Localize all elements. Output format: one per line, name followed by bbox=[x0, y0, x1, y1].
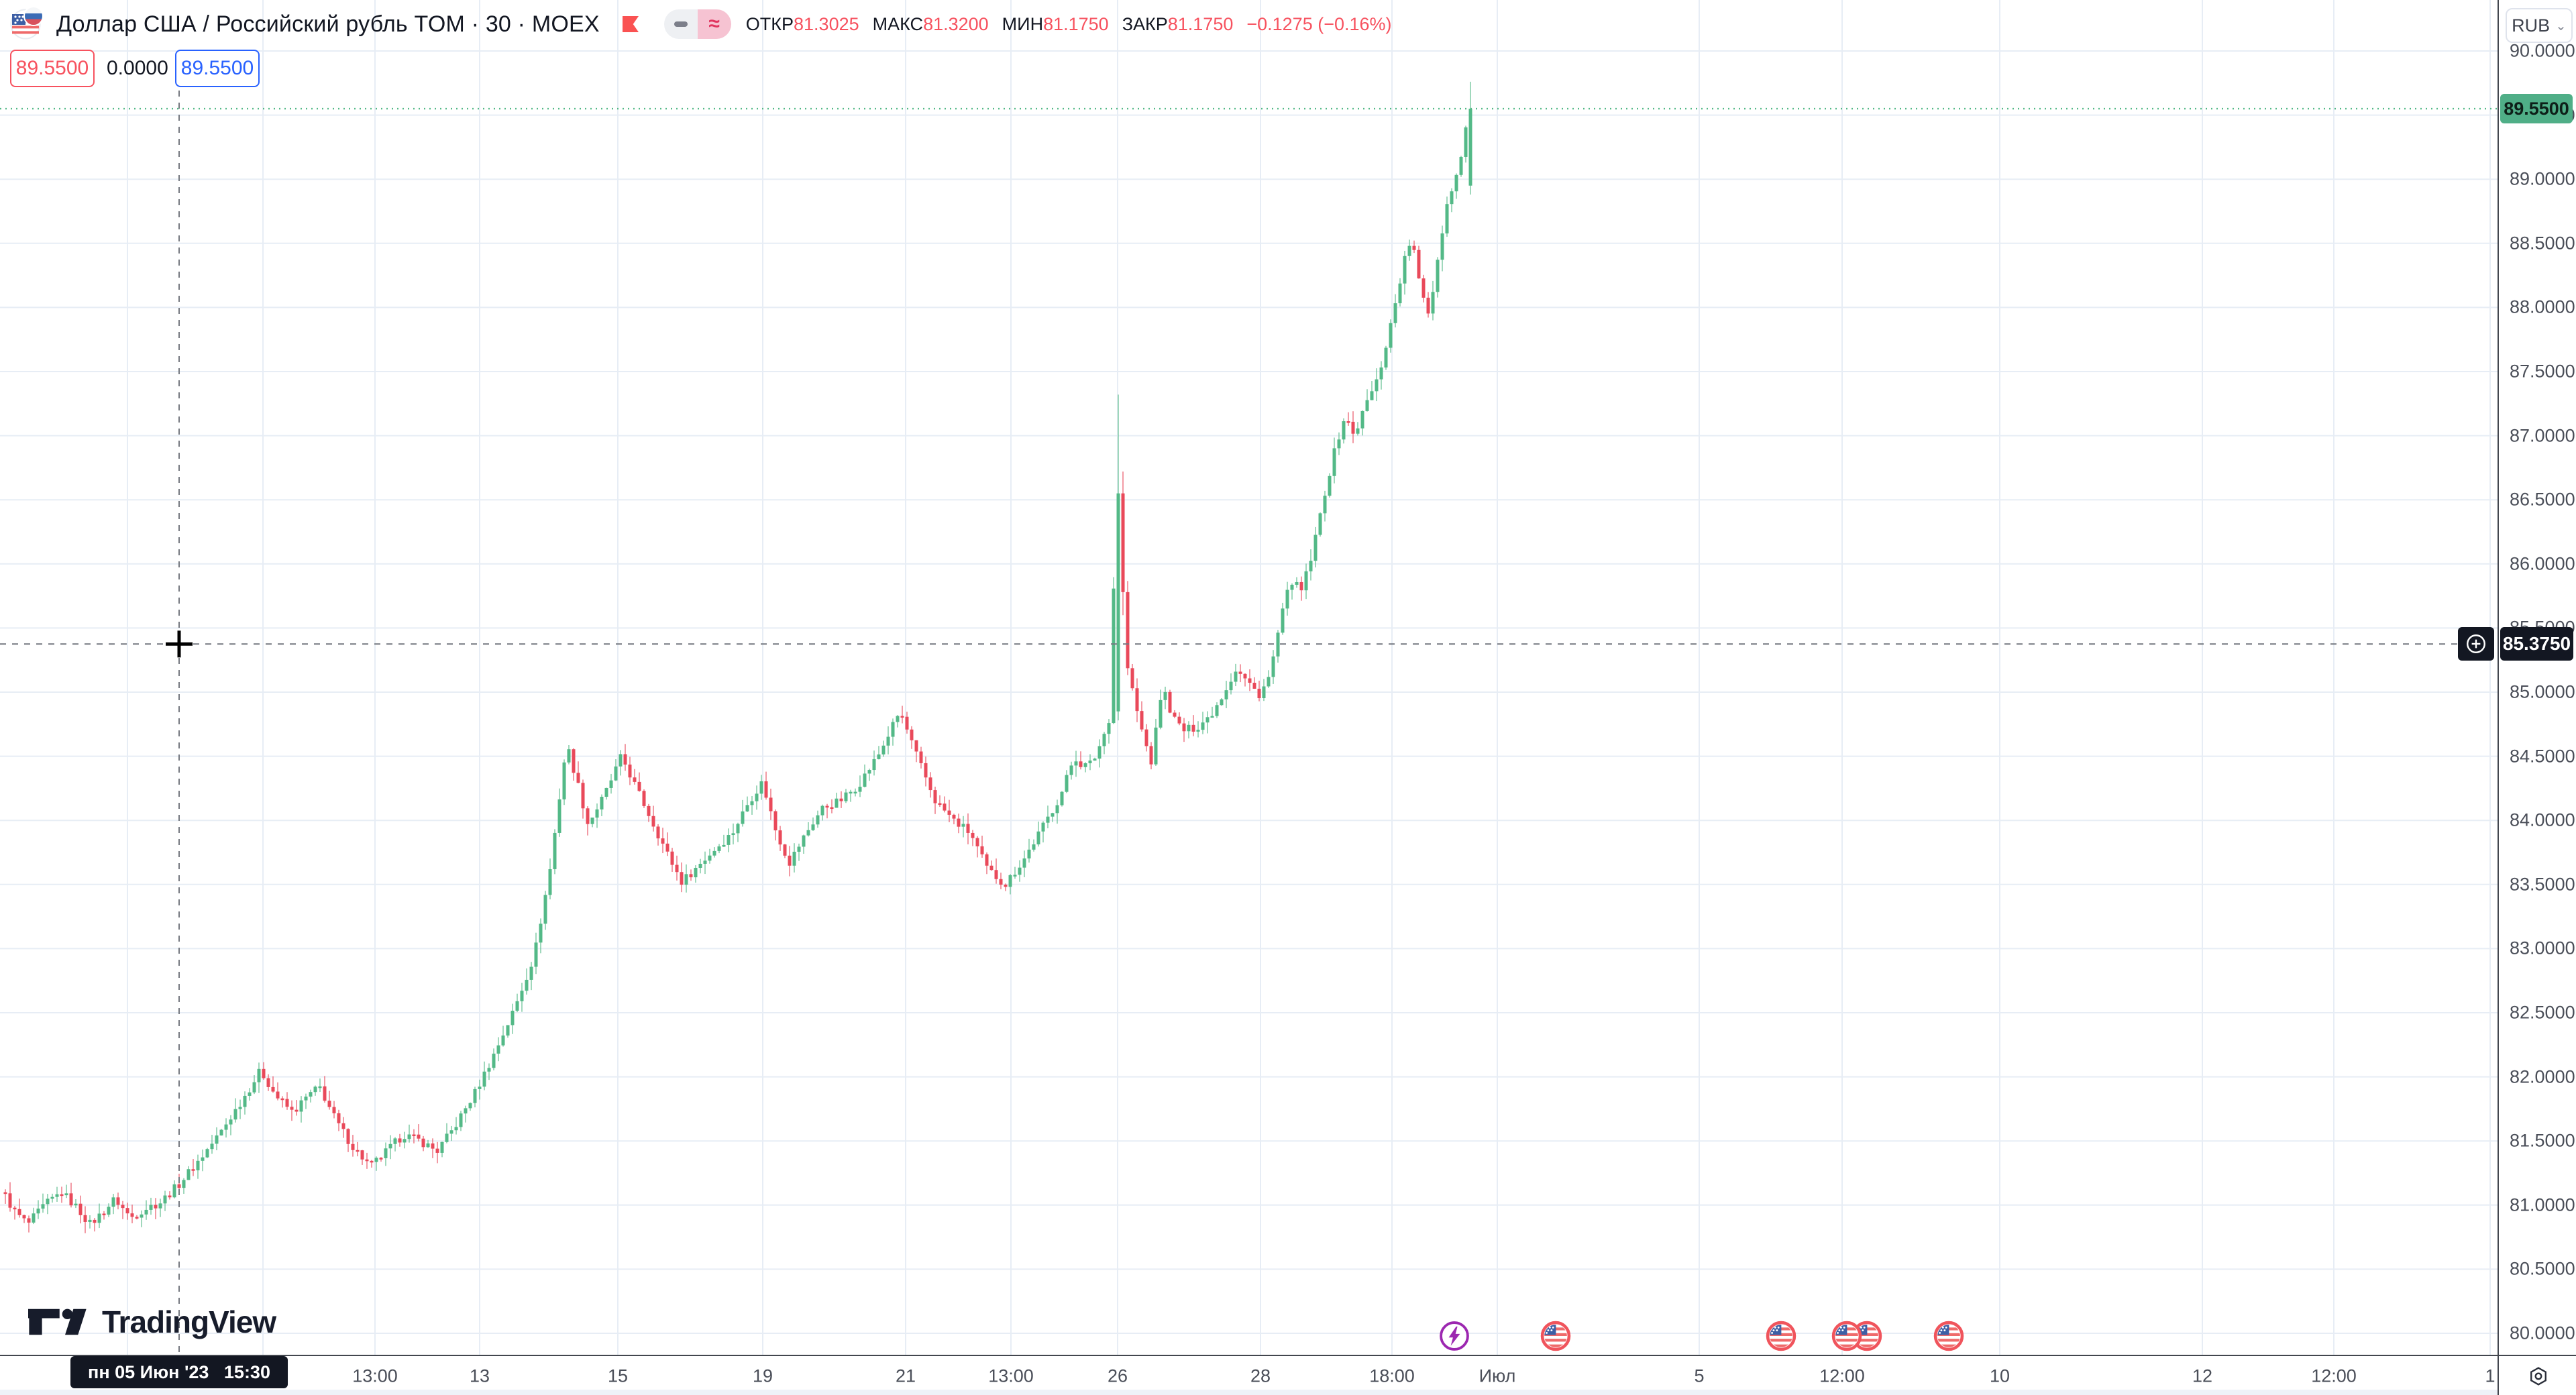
price-axis-label: 80.0000 bbox=[2510, 1323, 2575, 1343]
price-axis-label: 82.0000 bbox=[2510, 1066, 2575, 1087]
axis-settings-button[interactable] bbox=[2498, 1355, 2576, 1395]
price-axis[interactable]: RUB ⌄ 90.000089.500089.000088.500088.000… bbox=[2498, 0, 2576, 1355]
crosshair-time-label: пн 05 Июн '23 15:30 bbox=[70, 1356, 288, 1388]
us-flag-event-icon[interactable] bbox=[1933, 1321, 1964, 1351]
price-axis-label: 90.0000 bbox=[2510, 40, 2575, 61]
time-axis-label: 26 bbox=[1107, 1365, 1128, 1386]
close-label: ЗАКР bbox=[1122, 13, 1168, 34]
close-value: 81.1750 bbox=[1167, 13, 1234, 34]
usd-rub-flag-icon bbox=[9, 6, 44, 40]
russia-flag-icon bbox=[23, 6, 44, 26]
time-axis-label: 13:00 bbox=[352, 1365, 398, 1386]
chart-canvas[interactable] bbox=[0, 0, 2498, 1355]
change-value: −0.1275 (−0.16%) bbox=[1246, 13, 1392, 34]
high-value: 81.3200 bbox=[923, 13, 989, 34]
watermark-text: TradingView bbox=[102, 1304, 276, 1339]
low-value: 81.1750 bbox=[1043, 13, 1109, 34]
high-label: МАКС bbox=[872, 13, 924, 34]
time-axis-label: 28 bbox=[1250, 1365, 1271, 1386]
price-axis-label: 89.0000 bbox=[2510, 168, 2575, 189]
lightning-event-icon[interactable] bbox=[1439, 1321, 1470, 1351]
price-axis-label: 86.0000 bbox=[2510, 553, 2575, 574]
us-flag-event-icon[interactable] bbox=[1766, 1321, 1796, 1351]
buy-button[interactable]: 89.5500 bbox=[175, 50, 260, 87]
time-axis[interactable]: 713:001315192113:00262818:00Июл512:00101… bbox=[0, 1355, 2576, 1395]
price-axis-label: 80.5000 bbox=[2510, 1258, 2575, 1279]
ohlc-legend: ОТКР81.3025 МАКС81.3200 МИН81.1750 ЗАКР8… bbox=[746, 14, 1392, 35]
time-axis-label: 12 bbox=[2192, 1365, 2213, 1386]
open-value: 81.3025 bbox=[794, 13, 859, 34]
gear-icon bbox=[2530, 1367, 2546, 1386]
price-axis-label: 84.5000 bbox=[2510, 746, 2575, 767]
price-axis-label: 83.0000 bbox=[2510, 938, 2575, 958]
price-axis-label: 86.5000 bbox=[2510, 489, 2575, 510]
ohlc-low: МИН81.1750 bbox=[1002, 14, 1109, 35]
price-axis-label: 87.0000 bbox=[2510, 425, 2575, 446]
us-flag-double-event-icon[interactable] bbox=[1831, 1321, 1884, 1351]
ohlc-close: ЗАКР81.1750 bbox=[1122, 14, 1234, 35]
quote-row: 89.5500 0.0000 89.5500 bbox=[10, 50, 260, 87]
minimize-toggle-icon[interactable] bbox=[663, 9, 698, 39]
time-axis-label: 10 bbox=[1989, 1365, 2010, 1386]
symbol-title[interactable]: Доллар США / Российский рубль TOM · 30 ·… bbox=[56, 11, 600, 37]
time-axis-label: 19 bbox=[752, 1365, 773, 1386]
time-axis-label: 5 bbox=[1694, 1365, 1705, 1386]
time-axis-label: 1 bbox=[2485, 1365, 2496, 1386]
red-flag-marker-icon[interactable] bbox=[619, 12, 643, 36]
crosshair-price-label: 85.3750 bbox=[2500, 627, 2573, 661]
time-axis-label: 15 bbox=[607, 1365, 629, 1386]
sell-button[interactable]: 89.5500 bbox=[10, 50, 95, 87]
price-axis-label: 87.5000 bbox=[2510, 361, 2575, 382]
price-axis-label: 84.0000 bbox=[2510, 810, 2575, 830]
open-label: ОТКР bbox=[745, 13, 794, 34]
price-axis-label: 88.5000 bbox=[2510, 233, 2575, 254]
price-axis-label: 85.0000 bbox=[2510, 681, 2575, 702]
price-axis-label: 82.5000 bbox=[2510, 1002, 2575, 1023]
time-axis-label: 18:00 bbox=[1369, 1365, 1415, 1386]
price-axis-label: 81.0000 bbox=[2510, 1194, 2575, 1215]
waves-toggle-icon[interactable]: ≈ bbox=[697, 9, 731, 39]
time-axis-label: 12:00 bbox=[2311, 1365, 2357, 1386]
us-flag-event-icon[interactable] bbox=[1540, 1321, 1571, 1351]
bottom-strip bbox=[0, 1390, 2576, 1395]
tradingview-watermark[interactable]: TradingView bbox=[24, 1304, 276, 1340]
time-axis-label: 13:00 bbox=[988, 1365, 1034, 1386]
spread-value: 0.0000 bbox=[107, 57, 168, 79]
time-axis-label: 12:00 bbox=[1819, 1365, 1865, 1386]
legend-toggle[interactable]: ≈ bbox=[663, 9, 731, 39]
low-label: МИН bbox=[1002, 13, 1044, 34]
time-axis-label: Июл bbox=[1479, 1365, 1516, 1386]
plus-circle-icon[interactable] bbox=[2458, 627, 2494, 661]
price-axis-label: 88.0000 bbox=[2510, 296, 2575, 317]
price-axis-label: 81.5000 bbox=[2510, 1130, 2575, 1151]
ohlc-open: ОТКР81.3025 bbox=[746, 14, 859, 35]
chevron-down-icon: ⌄ bbox=[2555, 18, 2567, 34]
tradingview-logo-icon bbox=[28, 1308, 87, 1335]
currency-selector[interactable]: RUB ⌄ bbox=[2506, 8, 2573, 43]
time-axis-label: 13 bbox=[469, 1365, 490, 1386]
currency-label: RUB bbox=[2512, 15, 2551, 36]
ohlc-high: МАКС81.3200 bbox=[873, 14, 989, 35]
price-axis-label: 83.5000 bbox=[2510, 874, 2575, 895]
time-axis-label: 21 bbox=[895, 1365, 916, 1386]
chart-area[interactable]: Доллар США / Российский рубль TOM · 30 ·… bbox=[0, 0, 2498, 1355]
chart-legend-header: Доллар США / Российский рубль TOM · 30 ·… bbox=[9, 6, 1392, 42]
current-price-label: 89.5500 bbox=[2500, 94, 2573, 124]
